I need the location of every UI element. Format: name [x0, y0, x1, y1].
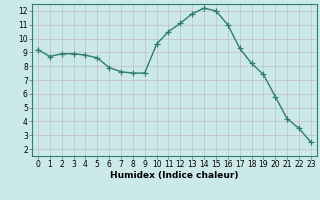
- X-axis label: Humidex (Indice chaleur): Humidex (Indice chaleur): [110, 171, 239, 180]
